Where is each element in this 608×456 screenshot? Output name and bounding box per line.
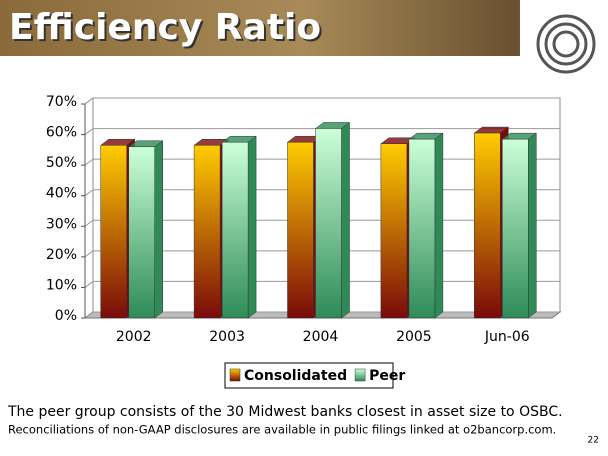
bar <box>221 141 249 319</box>
bar <box>474 132 501 319</box>
bar <box>502 138 529 319</box>
title-shadow: Efficiency Ratio <box>11 9 323 50</box>
bar-side <box>247 135 257 319</box>
x-tick-label: 2005 <box>396 329 432 345</box>
y-tick-label: 20% <box>46 247 77 263</box>
grid-line-side <box>84 158 94 166</box>
x-tick-label: 2003 <box>209 329 245 345</box>
page-number: 22 <box>588 436 599 446</box>
bar <box>100 145 127 319</box>
x-tick-label: Jun-06 <box>484 329 530 345</box>
bar-side <box>528 132 537 319</box>
bar <box>287 141 314 319</box>
x-tick-label: 2002 <box>116 329 152 345</box>
bar <box>315 128 342 319</box>
y-tick-label: 0% <box>55 308 77 324</box>
y-tick-label: 40% <box>46 186 77 202</box>
legend-label: Peer <box>369 368 405 384</box>
x-tick-label: 2004 <box>303 329 339 345</box>
y-tick-label: 50% <box>46 155 77 171</box>
legend-swatch <box>229 368 241 382</box>
bar <box>380 143 408 319</box>
legend-label: Consolidated <box>244 368 347 384</box>
bar-side <box>341 121 350 319</box>
bar-side <box>434 132 444 319</box>
y-tick-label: 70% <box>46 94 77 110</box>
grid-line-side <box>84 311 94 319</box>
chart-title: Efficiency Ratio <box>9 7 321 48</box>
footnote: The peer group consists of the 30 Midwes… <box>7 404 563 420</box>
y-tick-label: 30% <box>46 216 77 232</box>
grid-line-side <box>84 189 94 197</box>
grid-line-side <box>84 97 94 105</box>
bar <box>193 145 221 319</box>
grid-line-side <box>84 281 94 288</box>
grid-line-side <box>84 128 94 135</box>
grid-line-side <box>84 219 94 227</box>
bar <box>408 138 436 319</box>
y-tick-label: 10% <box>46 277 77 293</box>
grid-line-side <box>84 250 94 258</box>
logo <box>536 14 596 74</box>
legend-swatch <box>354 368 366 382</box>
bar-side <box>154 140 163 319</box>
bar <box>128 146 155 319</box>
banner <box>0 0 608 56</box>
footnote: Reconciliations of non-GAAP disclosures … <box>8 423 556 437</box>
y-tick-label: 60% <box>46 125 77 141</box>
